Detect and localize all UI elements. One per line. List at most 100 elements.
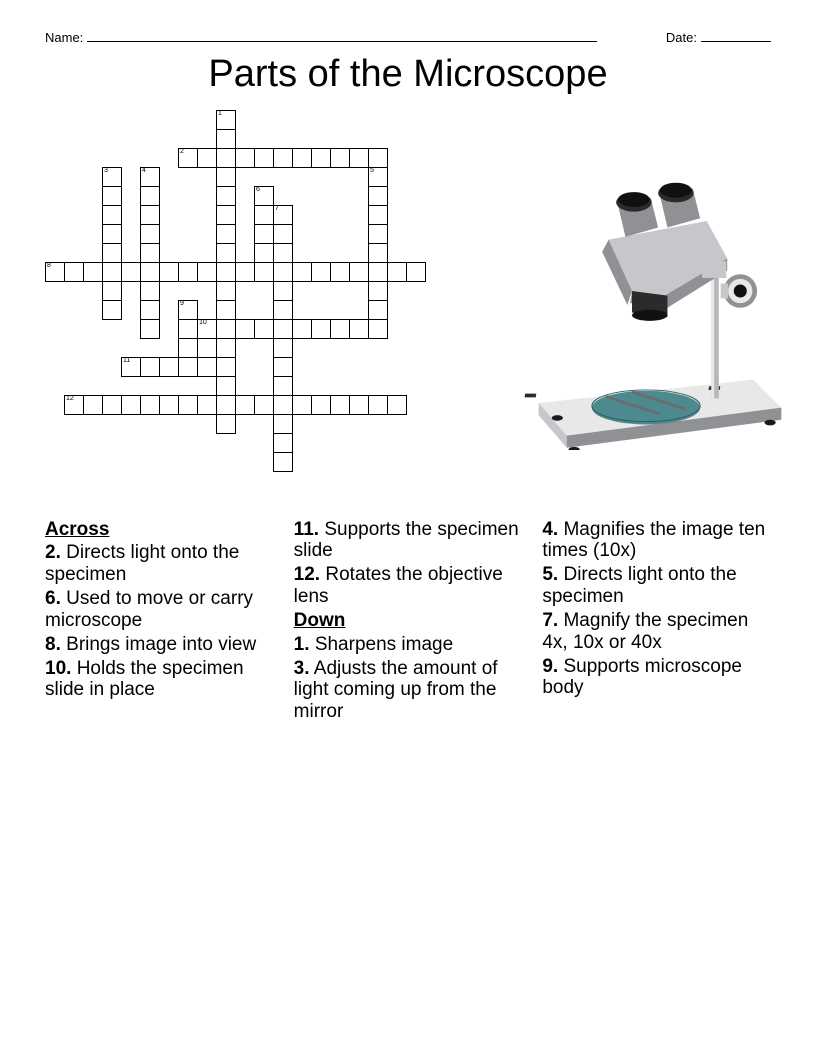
crossword-cell[interactable]: [160, 358, 179, 377]
crossword-cell[interactable]: 9: [179, 301, 198, 320]
crossword-cell[interactable]: [217, 339, 236, 358]
crossword-cell[interactable]: [369, 301, 388, 320]
crossword-cell[interactable]: [274, 415, 293, 434]
crossword-cell[interactable]: [160, 263, 179, 282]
crossword-cell[interactable]: [103, 244, 122, 263]
crossword-cell[interactable]: [103, 301, 122, 320]
crossword-cell[interactable]: [369, 320, 388, 339]
crossword-cell[interactable]: [293, 263, 312, 282]
crossword-cell[interactable]: [255, 244, 274, 263]
crossword-cell[interactable]: [331, 263, 350, 282]
crossword-cell[interactable]: [217, 377, 236, 396]
crossword-cell[interactable]: [293, 396, 312, 415]
crossword-cell[interactable]: [141, 358, 160, 377]
crossword-cell[interactable]: [255, 225, 274, 244]
crossword-cell[interactable]: [141, 320, 160, 339]
crossword-cell[interactable]: [274, 225, 293, 244]
crossword-cell[interactable]: [312, 263, 331, 282]
crossword-cell[interactable]: 8: [46, 263, 65, 282]
crossword-cell[interactable]: [255, 263, 274, 282]
crossword-cell[interactable]: [217, 244, 236, 263]
date-field[interactable]: Date:: [666, 28, 771, 45]
crossword-cell[interactable]: [198, 396, 217, 415]
crossword-cell[interactable]: 2: [179, 149, 198, 168]
crossword-cell[interactable]: [198, 263, 217, 282]
crossword-cell[interactable]: [274, 244, 293, 263]
crossword-cell[interactable]: [217, 149, 236, 168]
name-line[interactable]: [87, 28, 597, 42]
crossword-cell[interactable]: [312, 320, 331, 339]
crossword-cell[interactable]: [274, 377, 293, 396]
crossword-cell[interactable]: [369, 282, 388, 301]
crossword-cell[interactable]: [141, 301, 160, 320]
crossword-cell[interactable]: [179, 339, 198, 358]
crossword-cell[interactable]: [122, 396, 141, 415]
crossword-cell[interactable]: [388, 396, 407, 415]
crossword-cell[interactable]: [103, 282, 122, 301]
crossword-cell[interactable]: [331, 320, 350, 339]
crossword-cell[interactable]: [103, 206, 122, 225]
crossword-cell[interactable]: [388, 263, 407, 282]
crossword-cell[interactable]: [350, 149, 369, 168]
crossword-cell[interactable]: [312, 396, 331, 415]
crossword-cell[interactable]: [274, 301, 293, 320]
crossword-cell[interactable]: [331, 396, 350, 415]
crossword-cell[interactable]: [141, 225, 160, 244]
crossword-cell[interactable]: [179, 396, 198, 415]
crossword-grid[interactable]: 123456789101112: [45, 110, 502, 491]
crossword-cell[interactable]: [141, 263, 160, 282]
crossword-cell[interactable]: [274, 453, 293, 472]
crossword-cell[interactable]: 4: [141, 168, 160, 187]
crossword-cell[interactable]: 1: [217, 111, 236, 130]
crossword-cell[interactable]: [312, 149, 331, 168]
crossword-cell[interactable]: [255, 396, 274, 415]
crossword-cell[interactable]: 12: [65, 396, 84, 415]
crossword-cell[interactable]: [141, 244, 160, 263]
crossword-cell[interactable]: [274, 396, 293, 415]
crossword-cell[interactable]: [274, 263, 293, 282]
crossword-cell[interactable]: 11: [122, 358, 141, 377]
crossword-cell[interactable]: [217, 263, 236, 282]
crossword-cell[interactable]: [179, 263, 198, 282]
crossword-cell[interactable]: [217, 301, 236, 320]
crossword-cell[interactable]: [198, 149, 217, 168]
crossword-cell[interactable]: [217, 206, 236, 225]
crossword-cell[interactable]: [274, 339, 293, 358]
crossword-cell[interactable]: [331, 149, 350, 168]
crossword-cell[interactable]: [369, 244, 388, 263]
crossword-cell[interactable]: [236, 149, 255, 168]
crossword-cell[interactable]: [350, 396, 369, 415]
crossword-cell[interactable]: [141, 187, 160, 206]
crossword-cell[interactable]: [217, 187, 236, 206]
crossword-cell[interactable]: [65, 263, 84, 282]
crossword-cell[interactable]: [236, 396, 255, 415]
crossword-cell[interactable]: [369, 206, 388, 225]
crossword-cell[interactable]: [103, 225, 122, 244]
crossword-cell[interactable]: [274, 149, 293, 168]
crossword-cell[interactable]: [369, 149, 388, 168]
crossword-cell[interactable]: [274, 320, 293, 339]
crossword-cell[interactable]: [103, 263, 122, 282]
crossword-cell[interactable]: [217, 415, 236, 434]
crossword-cell[interactable]: [84, 263, 103, 282]
crossword-cell[interactable]: [179, 358, 198, 377]
crossword-cell[interactable]: [84, 396, 103, 415]
crossword-cell[interactable]: [141, 282, 160, 301]
crossword-cell[interactable]: [141, 396, 160, 415]
crossword-cell[interactable]: [274, 434, 293, 453]
crossword-cell[interactable]: [103, 396, 122, 415]
crossword-cell[interactable]: 6: [255, 187, 274, 206]
crossword-cell[interactable]: [217, 225, 236, 244]
crossword-cell[interactable]: [122, 263, 141, 282]
crossword-cell[interactable]: [369, 263, 388, 282]
crossword-cell[interactable]: [293, 149, 312, 168]
crossword-cell[interactable]: [217, 130, 236, 149]
crossword-cell[interactable]: [198, 358, 217, 377]
crossword-cell[interactable]: [255, 149, 274, 168]
crossword-cell[interactable]: [293, 320, 312, 339]
crossword-cell[interactable]: 3: [103, 168, 122, 187]
crossword-cell[interactable]: [350, 263, 369, 282]
crossword-cell[interactable]: [217, 320, 236, 339]
crossword-cell[interactable]: [217, 358, 236, 377]
crossword-cell[interactable]: 5: [369, 168, 388, 187]
